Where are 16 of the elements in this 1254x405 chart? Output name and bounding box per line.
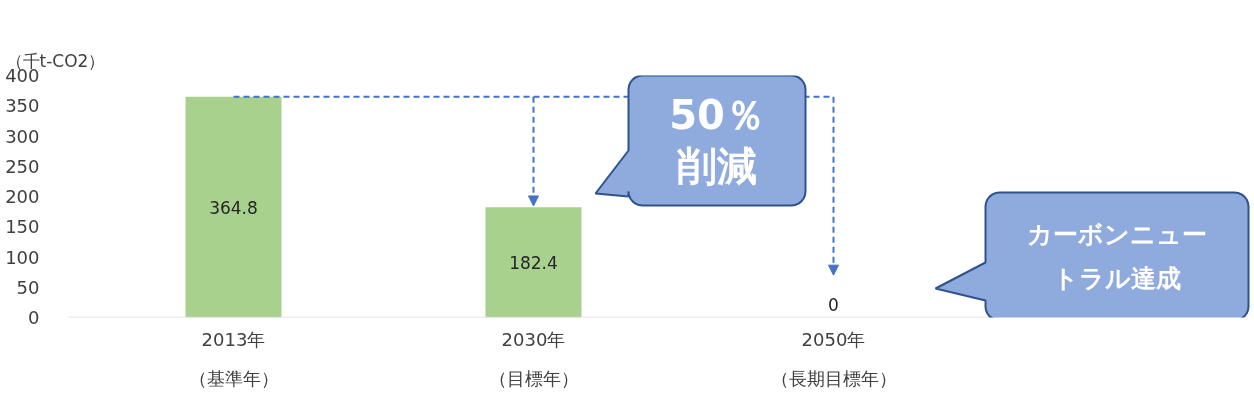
x-tick-label: 2030年（目標年） [488, 328, 579, 390]
y-tick-label: 300 [5, 125, 40, 147]
x-tick-label: 2013年（基準年） [188, 328, 279, 390]
x-tick-label: 2050年（長期目標年） [770, 328, 897, 390]
data-label: 182.4 [509, 252, 558, 273]
y-tick-label: 250 [5, 155, 40, 177]
y-tick-label: 0 [28, 307, 40, 328]
annotation: 50％削減 [669, 92, 765, 189]
data-label: 364.8 [209, 197, 258, 218]
y-tick-label: 50 [16, 276, 40, 298]
data-label: 0 [828, 295, 839, 316]
y-tick-label: 200 [5, 186, 40, 207]
y-tick-label: 150 [5, 216, 40, 238]
text: カーボンニュートラル達成 [1027, 220, 1207, 293]
y-tick-label: 100 [5, 246, 40, 268]
y-tick-label: 350 [5, 95, 40, 117]
